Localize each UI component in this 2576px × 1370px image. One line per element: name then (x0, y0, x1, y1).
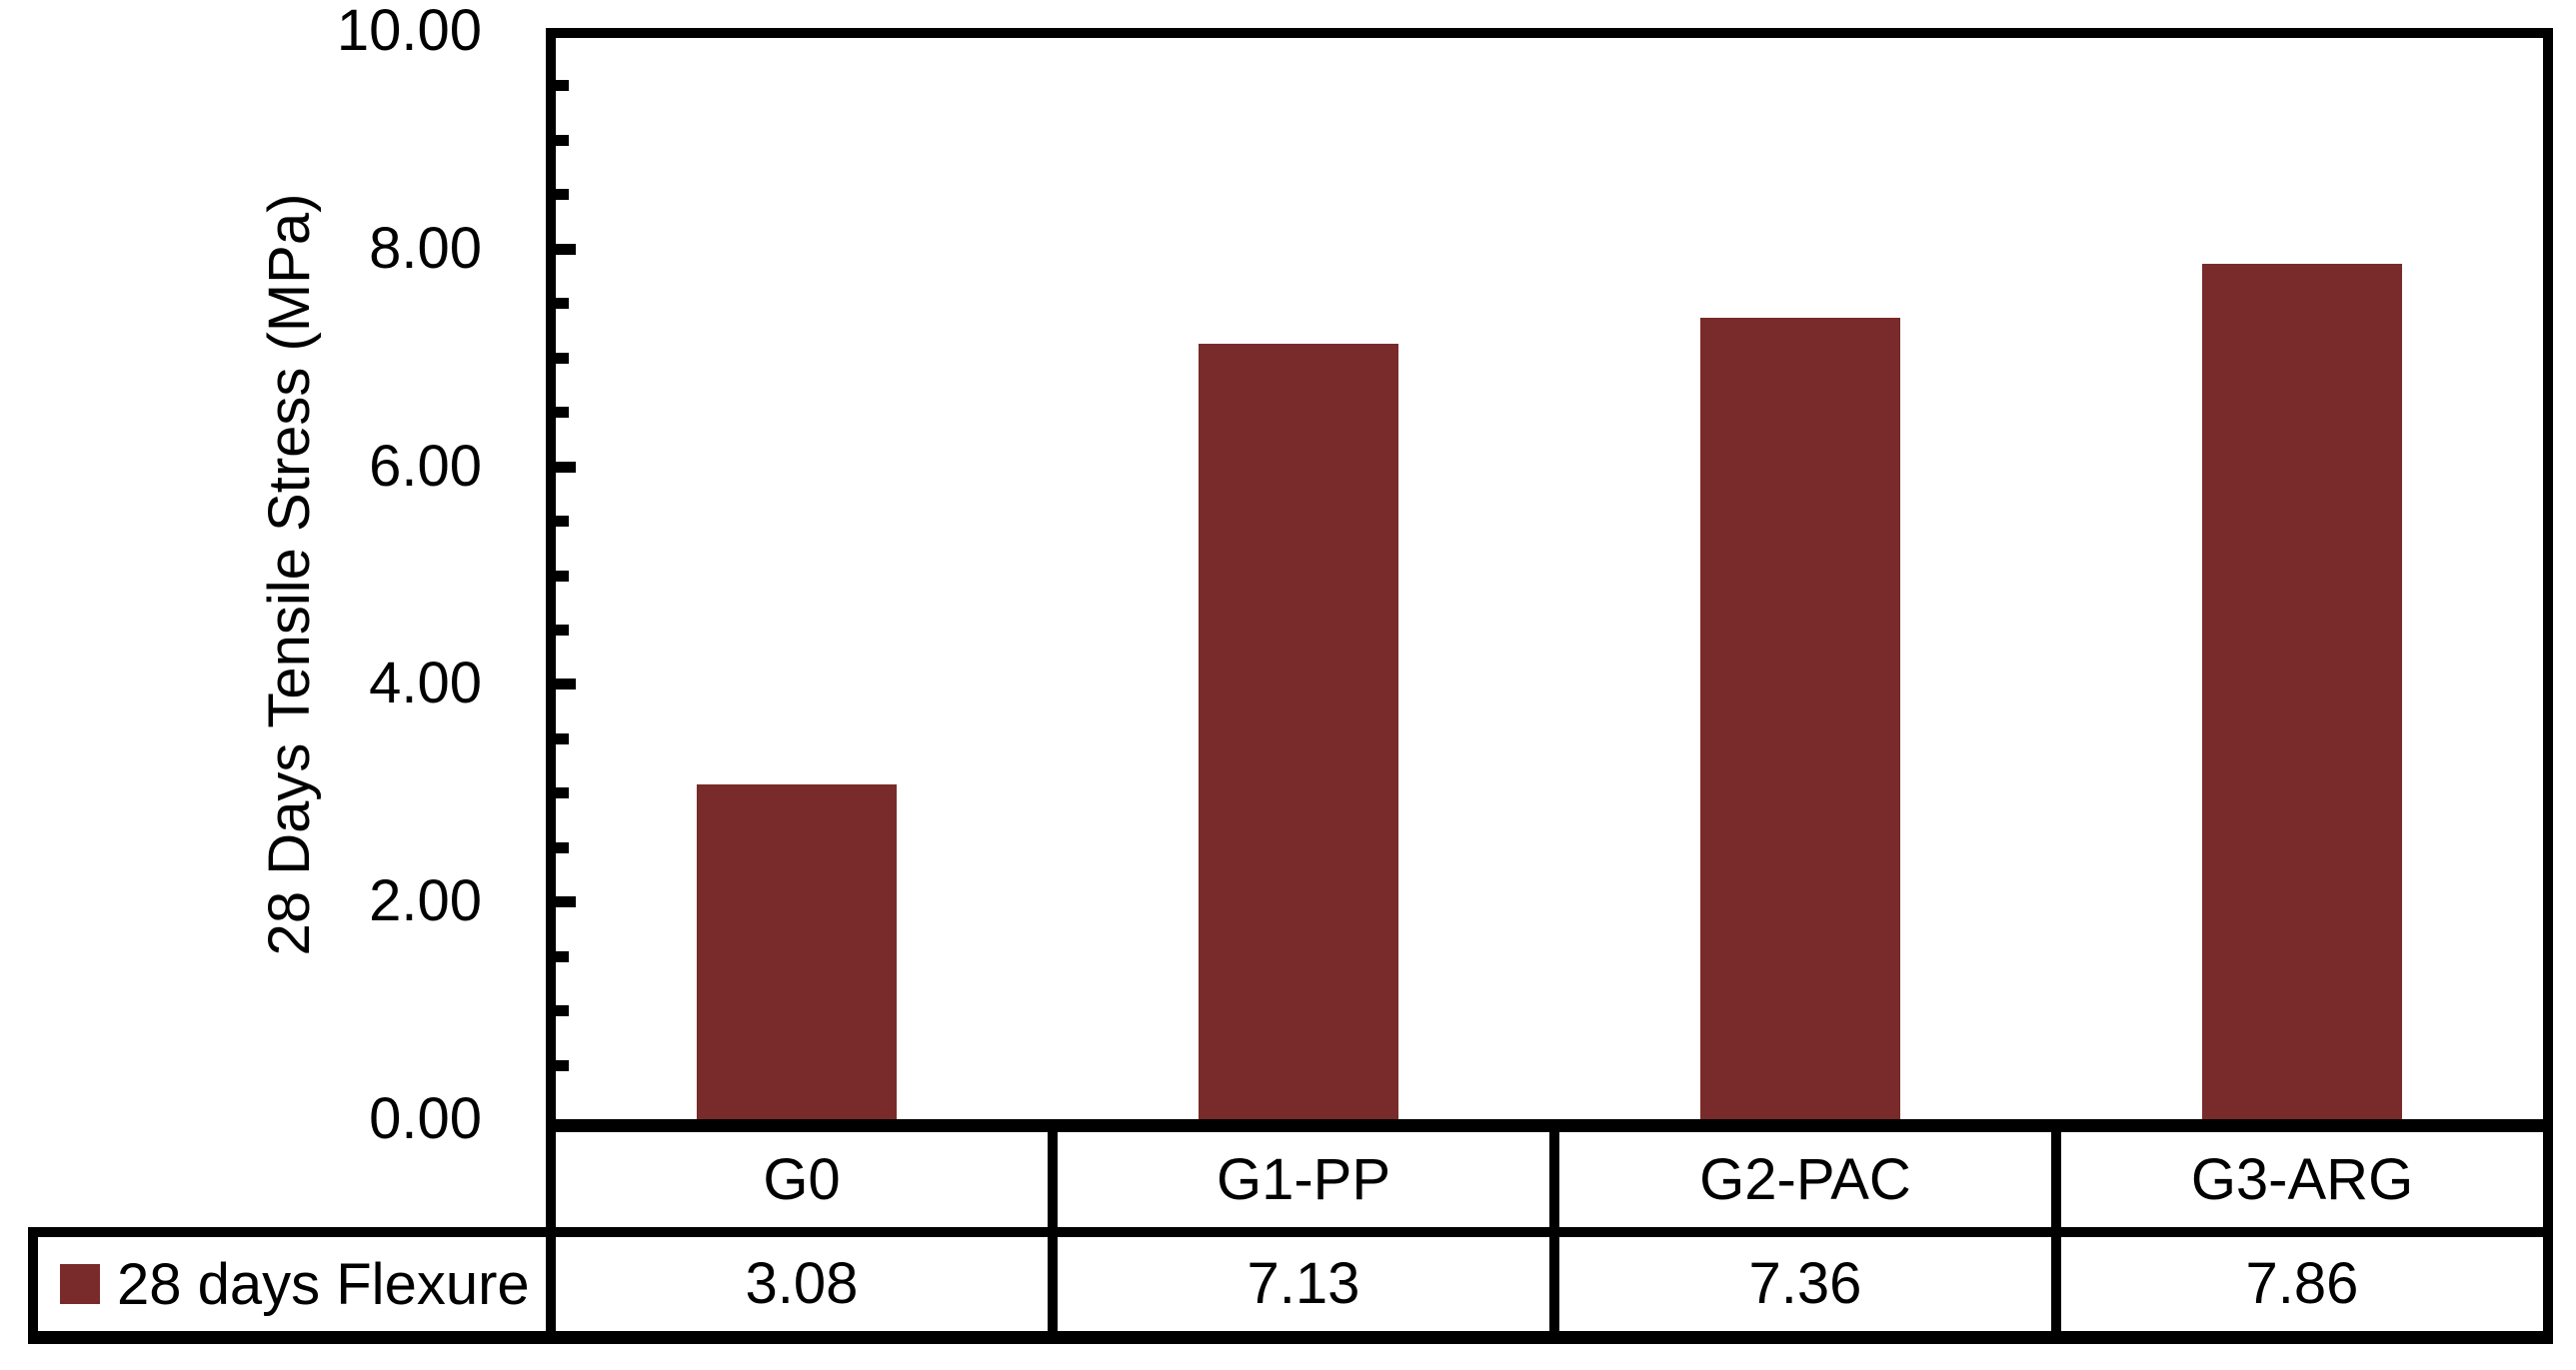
minor-tick (556, 950, 569, 962)
ytick-label-10: 10.00 (336, 0, 482, 63)
minor-tick (556, 1059, 569, 1071)
legend-cell: 28 days Flexure (28, 1227, 546, 1344)
value-cell-g1-pp: 7.13 (1048, 1227, 1549, 1344)
empty-corner-cell (28, 1119, 546, 1227)
major-tick (556, 461, 576, 473)
category-row: G0 G1-PP G2-PAC G3-ARG (28, 1119, 2553, 1227)
bar-g0 (697, 783, 897, 1119)
minor-tick (556, 570, 569, 582)
minor-tick (556, 732, 569, 744)
minor-tick (556, 1005, 569, 1017)
ytick-label-4: 4.00 (369, 651, 482, 716)
ytick-label-2: 2.00 (369, 868, 482, 934)
legend-swatch-icon (60, 1264, 100, 1304)
plot-area (546, 28, 2553, 1119)
major-tick (556, 243, 576, 255)
ytick-label-0: 0.00 (369, 1086, 482, 1151)
value-cell-g3-arg: 7.86 (2051, 1227, 2553, 1344)
y-axis-title: 28 Days Tensile Stress (MPa) (257, 193, 322, 956)
minor-tick (556, 134, 569, 146)
minor-tick (556, 298, 569, 310)
category-cell-g2-pac: G2-PAC (1549, 1119, 2051, 1227)
value-row: 28 days Flexure 3.08 7.13 7.36 7.86 (28, 1227, 2553, 1344)
legend-label: 28 days Flexure (117, 1251, 530, 1317)
major-tick (556, 679, 576, 690)
bar-g3-arg (2202, 264, 2402, 1119)
bar-g2-pac (1700, 318, 1900, 1119)
ytick-label-8: 8.00 (369, 215, 482, 281)
minor-tick (556, 624, 569, 636)
minor-tick (556, 787, 569, 799)
minor-tick (556, 80, 569, 92)
value-cell-g0: 3.08 (546, 1227, 1048, 1344)
value-cell-g2-pac: 7.36 (1549, 1227, 2051, 1344)
major-tick (556, 896, 576, 908)
minor-tick (556, 189, 569, 201)
minor-tick (556, 516, 569, 528)
ytick-label-6: 6.00 (369, 433, 482, 499)
category-cell-g3-arg: G3-ARG (2051, 1119, 2553, 1227)
minor-tick (556, 841, 569, 853)
bar-g1-pp (1199, 343, 1398, 1119)
minor-tick (556, 352, 569, 364)
category-cell-g0: G0 (546, 1119, 1048, 1227)
category-cell-g1-pp: G1-PP (1048, 1119, 1549, 1227)
minor-tick (556, 407, 569, 419)
